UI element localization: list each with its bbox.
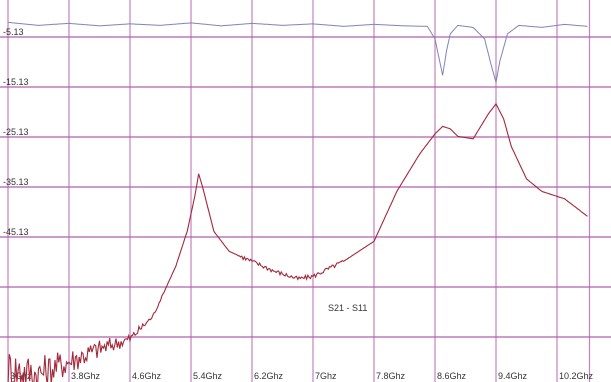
y-tick-label: -25.13 [3, 127, 29, 137]
x-tick-label: 10.2Ghz [559, 371, 594, 381]
chart-annotation: S21 - S11 [328, 303, 367, 313]
x-tick-label: 4.6Ghz [132, 371, 162, 381]
series-line-s21 [7, 102, 588, 382]
y-tick-label: -45.13 [3, 227, 29, 237]
x-tick-label: 7.8Ghz [376, 371, 406, 381]
series-line-s11 [7, 21, 588, 83]
x-tick-label: 3Ghz [10, 371, 32, 381]
y-tick-label: -5.13 [3, 27, 24, 37]
y-tick-label: -35.13 [3, 177, 29, 187]
y-tick-label: -15.13 [3, 77, 29, 87]
x-tick-label: 7Ghz [315, 371, 337, 381]
x-tick-label: 8.6Ghz [437, 371, 467, 381]
x-tick-label: 3.8Ghz [71, 371, 101, 381]
x-tick-label: 6.2Ghz [254, 371, 284, 381]
x-tick-label: 9.4Ghz [498, 371, 528, 381]
x-tick-label: 5.4Ghz [193, 371, 223, 381]
